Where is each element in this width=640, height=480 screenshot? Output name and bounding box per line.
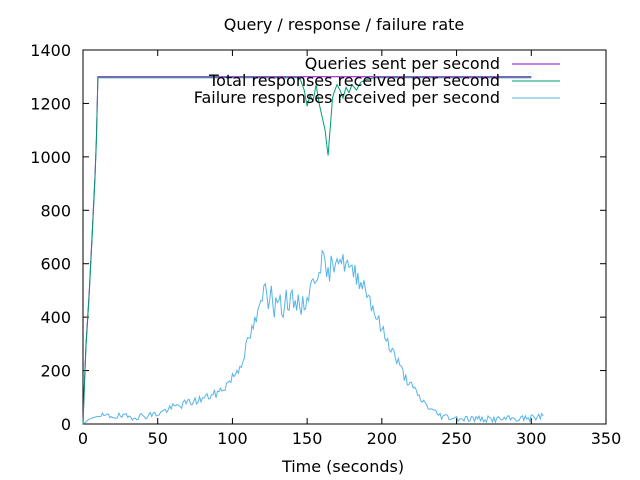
y-tick-label: 1200 xyxy=(30,94,71,113)
series-line-total-responses xyxy=(82,77,532,425)
x-tick-label: 200 xyxy=(367,429,398,448)
legend-failure-responses-label: Failure responses received per second xyxy=(194,88,500,107)
y-tick-label: 800 xyxy=(40,201,71,220)
y-tick-label: 0 xyxy=(61,415,71,434)
legend-total-responses-label: Total responses received per second xyxy=(208,71,500,90)
y-tick-label: 400 xyxy=(40,308,71,327)
x-tick-label: 100 xyxy=(217,429,248,448)
x-tick-label: 300 xyxy=(516,429,547,448)
y-tick-label: 600 xyxy=(40,255,71,274)
y-tick-label: 1400 xyxy=(30,41,71,60)
y-tick-label: 200 xyxy=(40,362,71,381)
x-tick-label: 0 xyxy=(78,429,88,448)
plot-border xyxy=(82,49,607,425)
series-line-queries-sent xyxy=(82,76,532,425)
x-axis-title: Time (seconds) xyxy=(281,457,404,476)
x-tick-label: 50 xyxy=(148,429,168,448)
series-lines xyxy=(82,76,544,425)
x-axis: 0 50 100 150 200 250 300 350 xyxy=(78,50,621,448)
legend-queries-sent-label: Queries sent per second xyxy=(305,54,500,73)
x-tick-label: 250 xyxy=(441,429,472,448)
chart-title: Query / response / failure rate xyxy=(224,15,465,34)
series-line-failure-responses xyxy=(82,249,544,425)
x-tick-label: 150 xyxy=(292,429,323,448)
y-axis: 0 200 400 600 800 1000 1200 1400 xyxy=(30,41,606,434)
plot-frame xyxy=(82,49,607,425)
y-tick-label: 1000 xyxy=(30,148,71,167)
x-tick-label: 350 xyxy=(591,429,622,448)
